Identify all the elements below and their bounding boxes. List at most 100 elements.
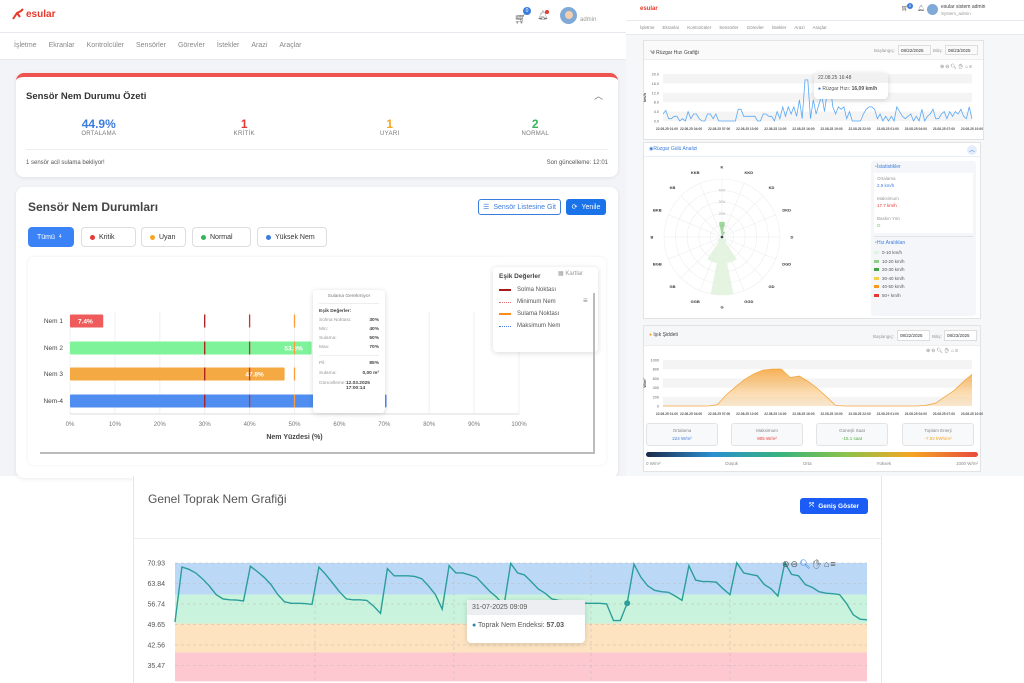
logo[interactable]: esular: [12, 8, 55, 20]
sensor-dashboard-screenshot: esular 🛒︎ 0 🔔︎ admin İşletme Ekranlar Kont…: [0, 0, 626, 478]
nav-isletme[interactable]: İşletme: [640, 25, 655, 30]
chart-toolbar-icons[interactable]: ⊕⊖🔍︎✋︎⌂≡: [926, 348, 960, 354]
y-tick-label: 35.47: [147, 663, 165, 670]
legend-item[interactable]: Maksimum Nem: [499, 323, 592, 329]
y-tick-label: 70.93: [147, 561, 165, 568]
end-date-label: Bitiş:: [933, 48, 943, 53]
direction-label: KKB: [691, 170, 700, 175]
direction-label: B: [651, 235, 654, 240]
nav-gorevler[interactable]: Görevler: [177, 42, 205, 49]
range-label: 0-10 km/h: [882, 250, 903, 255]
tooltip-key: Max:: [319, 345, 330, 350]
nav-ekranlar[interactable]: Ekranlar: [662, 25, 680, 30]
filter-warning[interactable]: Uyarı: [141, 227, 186, 247]
x-tick-label: 23.08.25 04:00: [905, 127, 927, 131]
direction-label: G: [720, 305, 723, 310]
cards-icon: ▦: [558, 271, 566, 277]
stat-label: Baskın Yön: [877, 216, 900, 221]
x-tick-label: 90%: [468, 422, 481, 428]
tooltip-row: Max: 70%: [319, 345, 379, 356]
nav-gorevler[interactable]: Görevler: [746, 25, 764, 30]
stat-value: 1: [386, 117, 394, 131]
nav-istekler[interactable]: İstekler: [771, 25, 787, 30]
series-dot-icon: ●: [472, 622, 479, 629]
direction-label: DKD: [782, 208, 791, 213]
nav-araclar[interactable]: Araçlar: [812, 25, 827, 30]
tooltip-row: Solma Noktası: 30%: [319, 318, 379, 323]
direction-label: KKD: [744, 170, 753, 175]
expand-icon: ⤧: [808, 502, 815, 509]
direction-label: GD: [768, 284, 774, 289]
stat-label: KRİTİK: [233, 131, 255, 137]
dot-icon: [266, 234, 271, 240]
x-tick-label: 22.08.25 16:00: [792, 127, 814, 131]
stat-label: UYARI: [380, 131, 400, 137]
tooltip-value: 12.03.2025 17:00:14: [345, 381, 370, 391]
main-nav-small: İşletme Ekranlar Kontrolcüler Sensörler Göre…: [626, 21, 1024, 35]
avatar[interactable]: [560, 7, 577, 24]
nav-sensorler[interactable]: Sensörler: [136, 42, 166, 49]
logo-text[interactable]: esular: [640, 6, 658, 12]
expand-button[interactable]: ⤧ Geniş Göster: [800, 498, 868, 514]
sensor-list-button[interactable]: ☰ Sensör Listesine Git: [478, 199, 561, 215]
vertical-scrollbar[interactable]: [593, 293, 595, 453]
nav-isletme[interactable]: İşletme: [14, 42, 37, 49]
user-name[interactable]: esular sistem admin: [941, 4, 986, 10]
filter-critical[interactable]: Kritik: [81, 227, 136, 247]
x-tick-label: 22.08.25 13:00: [764, 127, 786, 131]
cart-button[interactable]: 🛒︎ 0: [514, 7, 531, 27]
user-name[interactable]: admin: [580, 17, 597, 23]
nav-arazi[interactable]: Arazi: [794, 25, 805, 30]
nav-istekler[interactable]: İstekler: [216, 42, 240, 49]
range-label: 30-40 km/h: [882, 275, 905, 281]
tooltip-key: Min:: [319, 327, 329, 332]
cart-icon[interactable]: 🛒︎: [901, 6, 909, 12]
chart-menu-icon[interactable]: ≡: [583, 296, 588, 305]
legend-item[interactable]: Solma Noktası: [499, 287, 592, 293]
tooltip-series: Toprak Nem Endeksi:: [478, 622, 545, 629]
bell-icon[interactable]: 🔔︎: [537, 10, 549, 20]
bell-icon[interactable]: 🔔︎: [917, 6, 925, 12]
rose-petal-GD: [722, 237, 727, 242]
chart-toolbar-icons[interactable]: ⊕⊖🔍︎✋︎⌂≡: [782, 559, 837, 569]
title-text: Işık Şiddeti: [653, 332, 678, 338]
nav-kontrolculer[interactable]: Kontrolcüler: [86, 42, 124, 49]
nav-kontrolculer[interactable]: Kontrolcüler: [687, 25, 712, 30]
filter-all[interactable]: Tümü 4: [28, 227, 74, 247]
nav-arazi[interactable]: Arazi: [251, 42, 268, 49]
filter-label: Uyarı: [159, 233, 176, 241]
sensor-humidity-bar-chart: 0% 10% 20% 30% 40% 50% 60% 70% 80% 90% 100% Nem Yüz…: [43, 312, 527, 441]
rose-spoke: [721, 183, 745, 238]
filter-label: Normal: [210, 233, 233, 241]
area-fill: [663, 369, 972, 406]
legend-item[interactable]: Minimum Nem: [499, 299, 592, 305]
light-stat-average: Ortalama 224 W/m²: [646, 423, 718, 446]
speed-range-item: 50+ km/h: [874, 293, 973, 298]
end-date-input[interactable]: 08/23/2025: [945, 45, 978, 55]
nav-ekranlar[interactable]: Ekranlar: [48, 42, 75, 49]
nav-sensorler[interactable]: Sensörler: [719, 25, 739, 30]
nav-araclar[interactable]: Araçlar: [279, 42, 302, 49]
legend-item[interactable]: Sulama Noktası: [499, 311, 592, 317]
horizontal-scrollbar[interactable]: [40, 452, 595, 454]
range-label: 40-50 km/h: [882, 284, 905, 289]
filter-high-humidity[interactable]: Yüksek Nem: [257, 227, 327, 247]
tooltip-key: Sulama:: [319, 371, 337, 376]
filter-normal[interactable]: Normal: [192, 227, 251, 247]
light-stat-max: Maksimum 805 W/m²: [731, 423, 803, 446]
cards-button[interactable]: ▦ Kartlar: [556, 270, 586, 277]
refresh-button[interactable]: ⟳ Yenile: [566, 199, 606, 215]
collapse-chevron-icon[interactable]: ︿: [967, 145, 977, 155]
soil-tooltip: 31-07-2025 09:09 ● Toprak Nem Endeksi: 5…: [467, 600, 585, 643]
y-category-label: Nem 1: [44, 318, 64, 325]
end-date-input[interactable]: 08/23/2025: [944, 330, 977, 341]
wind-rose-chart: KKKDKDDKDDDGDGDGGDGGGBGBBGBBBKBKBKKB10%2…: [651, 165, 794, 310]
start-date-input[interactable]: 08/22/2025: [898, 45, 931, 55]
x-tick-label: 80%: [423, 422, 436, 428]
chart-toolbar-icons[interactable]: ⊕⊖🔍︎✋︎⌂≡: [940, 64, 974, 70]
collapse-chevron-icon[interactable]: ︿: [594, 91, 604, 101]
bar-value-label: 7.4%: [78, 319, 93, 326]
avatar[interactable]: [927, 4, 938, 15]
hover-point: [624, 600, 631, 607]
start-date-input[interactable]: 08/22/2025: [897, 330, 930, 341]
